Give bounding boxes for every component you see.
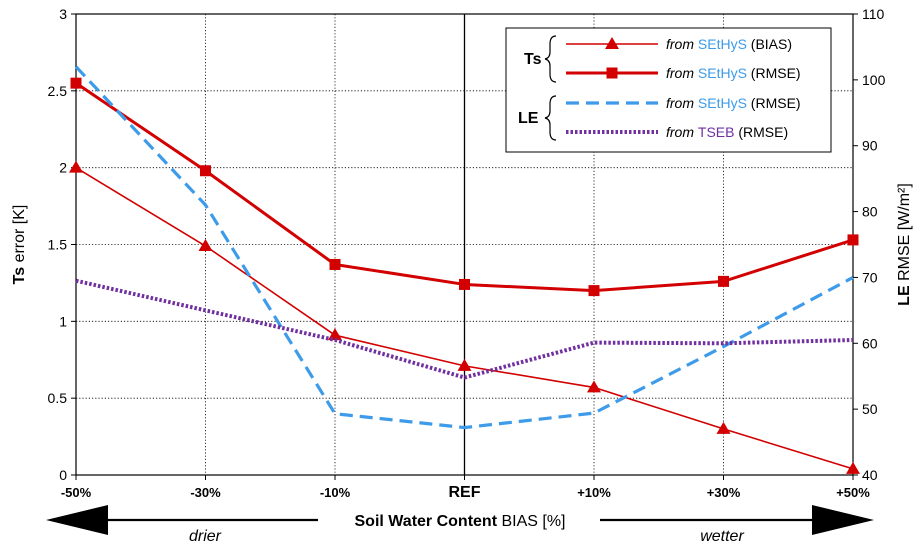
right-tick-label: 50: [862, 401, 878, 417]
x-axis-arrow-band: Soil Water Content BIAS [%] drier wetter: [46, 505, 874, 545]
right-tick-label: 110: [862, 6, 885, 22]
right-axis-title: LE RMSE [W/m²]: [896, 183, 913, 306]
right-tick-label: 70: [862, 269, 878, 285]
legend-brace-ts: [544, 35, 557, 83]
x-tick-label: +10%: [577, 485, 611, 500]
series-0-point: [846, 461, 860, 474]
left-tick-label: 1.5: [48, 237, 68, 253]
arrow-head-left: [46, 505, 108, 535]
x-axis-title: Soil Water Content BIAS [%]: [355, 513, 566, 530]
x-tick-label: -10%: [320, 485, 351, 500]
right-tick-label: 90: [862, 138, 878, 154]
series-1-point: [847, 234, 859, 246]
legend-group-le: LE: [518, 110, 539, 127]
series-1-point: [329, 258, 341, 270]
arrow-head-right: [812, 505, 874, 535]
legend-group-ts: Ts: [524, 51, 542, 68]
legend-brace-le: [544, 95, 557, 141]
series-0-point: [587, 380, 601, 393]
x-tick-label: -30%: [190, 485, 221, 500]
series-1-point: [70, 77, 82, 89]
legend-marker-square: [606, 67, 618, 79]
right-tick-label: 40: [862, 467, 878, 483]
series-0-point: [69, 160, 83, 173]
left-tick-label: 3: [59, 6, 67, 22]
series-line-2: [74, 65, 854, 430]
legend-label-0: from SEtHyS (BIAS): [666, 36, 792, 52]
series-1-point: [588, 285, 600, 297]
series-1-point: [459, 278, 470, 290]
x-tick-label: +50%: [836, 485, 870, 500]
left-tick-label: 1: [59, 313, 67, 329]
series-1-point: [718, 275, 729, 287]
left-tick-label: 2.5: [48, 83, 68, 99]
series-0-point: [198, 239, 213, 252]
series-0-point: [716, 421, 731, 434]
x-tick-label: -50%: [61, 485, 92, 500]
series-line-3: [75, 278, 854, 380]
series-1-point: [200, 165, 211, 177]
legend: from SEtHyS (BIAS) from SEtHyS (RMSE) from…: [505, 27, 832, 153]
legend-label-1: from SEtHyS (RMSE): [666, 65, 801, 81]
arrow-label-wetter: wetter: [700, 528, 744, 545]
series-0-point: [457, 358, 472, 371]
legend-label-2: from SEtHyS (RMSE): [666, 95, 801, 111]
left-tick-label: 2: [59, 160, 67, 176]
left-tick-label: 0: [59, 467, 67, 483]
right-tick-label: 80: [862, 204, 878, 220]
left-tick-label: 0.5: [48, 390, 68, 406]
x-tick-label: +30%: [707, 485, 741, 500]
left-axis-title: Ts error [K]: [11, 205, 28, 285]
series-layer: [69, 65, 860, 474]
x-tick-label: REF: [449, 484, 481, 501]
right-tick-label: 60: [862, 335, 878, 351]
legend-marker-triangle: [605, 37, 619, 49]
legend-box: [505, 27, 832, 153]
arrow-label-drier: drier: [189, 528, 222, 545]
right-tick-label: 100: [862, 72, 886, 88]
legend-label-3: from TSEB (RMSE): [666, 124, 788, 140]
